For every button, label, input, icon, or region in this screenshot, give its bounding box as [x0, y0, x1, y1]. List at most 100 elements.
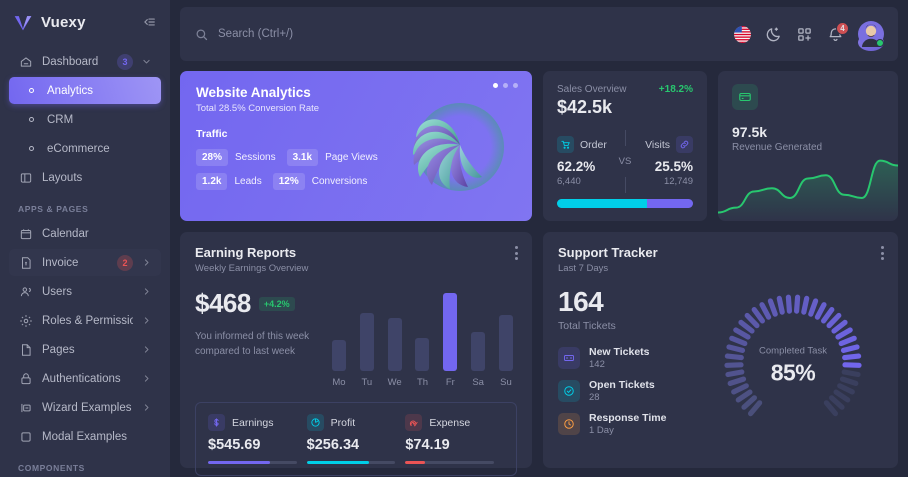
brand-name: Vuexy	[41, 13, 86, 31]
earning-delta-badge: +4.2%	[258, 296, 295, 311]
3d-sphere-illustration	[396, 83, 524, 211]
dot-icon	[29, 146, 34, 151]
order-head: Order	[557, 136, 608, 153]
search-input[interactable]: Search (Ctrl+/)	[194, 27, 734, 42]
carousel-dot[interactable]	[493, 83, 498, 88]
earning-stats-panel: Earnings $545.69 Profit	[195, 402, 517, 476]
bar-column: Mo	[328, 339, 350, 388]
metric-label: Page Views	[325, 152, 378, 163]
support-summary: 164 Total Tickets New Tickets 142	[558, 286, 703, 445]
sidebar-item-label: CRM	[47, 113, 74, 126]
sidebar-badge-dashboard: 3	[117, 53, 133, 70]
moon-icon[interactable]	[765, 26, 782, 43]
left-column: Website Analytics Total 28.5% Conversion…	[180, 71, 532, 476]
bar-label: We	[387, 377, 402, 388]
metric-label: Sessions	[235, 152, 276, 163]
sidebar-header: Vuexy	[0, 0, 170, 44]
bar	[332, 339, 346, 371]
item-label: Response Time	[589, 412, 667, 424]
sidebar-collapse-icon[interactable]	[142, 15, 156, 29]
grid-apps-icon[interactable]	[796, 26, 813, 43]
stat-head: Earnings	[208, 414, 297, 431]
sidebar-item-wizard-examples[interactable]: Wizard Examples	[9, 394, 161, 421]
heart-logo-icon	[13, 12, 33, 32]
sidebar-item-label: Authentications	[42, 372, 121, 385]
sidebar-item-crm[interactable]: CRM	[9, 106, 161, 133]
gauge-label: Completed Task	[759, 345, 827, 356]
sidebar-item-users[interactable]: Users	[9, 278, 161, 305]
gauge-ticks	[718, 288, 868, 443]
chevron-right-icon	[142, 374, 151, 383]
stat-progress	[405, 461, 495, 464]
bell-icon[interactable]: 4	[827, 21, 849, 43]
carousel-dots[interactable]	[493, 83, 518, 88]
sidebar-item-authentications[interactable]: Authentications	[9, 365, 161, 392]
metric-value: 3.1k	[286, 149, 319, 166]
carousel-dot[interactable]	[513, 83, 518, 88]
sidebar-item-invoice[interactable]: Invoice 2	[9, 249, 161, 276]
sidebar-item-label: Wizard Examples	[42, 401, 132, 414]
sidebar-item-label: Roles & Permissions	[42, 314, 133, 327]
bar-column: Th	[411, 338, 433, 388]
sidebar-item-pages[interactable]: Pages	[9, 336, 161, 363]
earning-reports-title: Earning Reports	[195, 245, 297, 260]
top-navbar: Search (Ctrl+/)	[180, 7, 898, 61]
layout-icon	[19, 171, 33, 185]
gauge-center-text: Completed Task 85%	[733, 345, 853, 386]
sales-overview-label: Sales Overview	[557, 84, 627, 95]
more-vertical-icon[interactable]	[881, 246, 884, 263]
status-badge	[876, 39, 884, 47]
weekly-earnings-bar-chart: Mo Tu We Th Fr Sa Su	[320, 288, 517, 388]
chevron-right-icon	[142, 287, 151, 296]
check-circle-icon	[558, 380, 580, 402]
bar	[359, 312, 374, 371]
bar-label: Su	[500, 377, 512, 388]
earning-amount: $468	[195, 288, 251, 318]
gear-icon	[19, 314, 33, 328]
sidebar-item-dashboard[interactable]: Dashboard 3	[9, 48, 161, 75]
metric-value: 28%	[196, 149, 229, 166]
sales-overview-amount: $42.5k	[557, 97, 613, 117]
sidebar-item-label: eCommerce	[47, 142, 110, 155]
bar	[443, 293, 458, 371]
avatar[interactable]	[858, 21, 884, 51]
sidebar-item-label: Invoice	[42, 256, 79, 269]
order-count: 6,440	[557, 176, 581, 187]
completed-task-radial-chart: Completed Task 85%	[703, 286, 883, 445]
total-tickets-value: 164	[558, 286, 604, 317]
clock-icon	[558, 413, 580, 435]
file-icon	[19, 343, 33, 357]
item-label: Open Tickets	[589, 379, 655, 391]
item-value: 1 Day	[589, 425, 614, 436]
website-analytics-subtitle: Total 28.5% Conversion Rate	[196, 103, 320, 114]
chevron-right-icon	[142, 316, 151, 325]
sidebar-item-modal-examples[interactable]: Modal Examples	[9, 423, 161, 450]
sidebar-item-layouts[interactable]: Layouts	[9, 164, 161, 191]
stat-progress	[208, 461, 297, 464]
stat-label: Profit	[330, 416, 356, 429]
traffic-row: 28% Sessions 3.1k Page Views	[196, 149, 516, 166]
carousel-dot[interactable]	[503, 83, 508, 88]
sidebar-item-roles-permissions[interactable]: Roles & Permissions	[9, 307, 161, 334]
earning-reports-body: $468 +4.2% You informed of this week com…	[195, 288, 517, 388]
more-vertical-icon[interactable]	[515, 246, 518, 263]
support-tracker-subtitle: Last 7 Days	[558, 263, 609, 274]
sidebar-item-ecommerce[interactable]: eCommerce	[9, 135, 161, 162]
sidebar-nav: Dashboard 3 Analytics CRM eCommerce	[0, 44, 170, 477]
dollar-icon	[208, 414, 225, 431]
stat-head: Expense	[405, 414, 494, 431]
sidebar-item-analytics[interactable]: Analytics	[9, 77, 161, 104]
search-icon	[194, 27, 209, 42]
earning-amount-row: $468 +4.2%	[195, 288, 320, 319]
sidebar: Vuexy Dashboard 3 Analytics	[0, 0, 170, 477]
sidebar-item-calendar[interactable]: Calendar	[9, 220, 161, 247]
visits-head: Visits	[642, 136, 693, 153]
bar-label: Sa	[472, 377, 484, 388]
us-flag-icon[interactable]	[734, 25, 751, 43]
dot-icon	[29, 117, 34, 122]
stat-progress	[306, 461, 396, 464]
earning-summary: $468 +4.2% You informed of this week com…	[195, 288, 320, 388]
metric-value: 12%	[272, 173, 305, 190]
website-analytics-card: Website Analytics Total 28.5% Conversion…	[180, 71, 532, 221]
